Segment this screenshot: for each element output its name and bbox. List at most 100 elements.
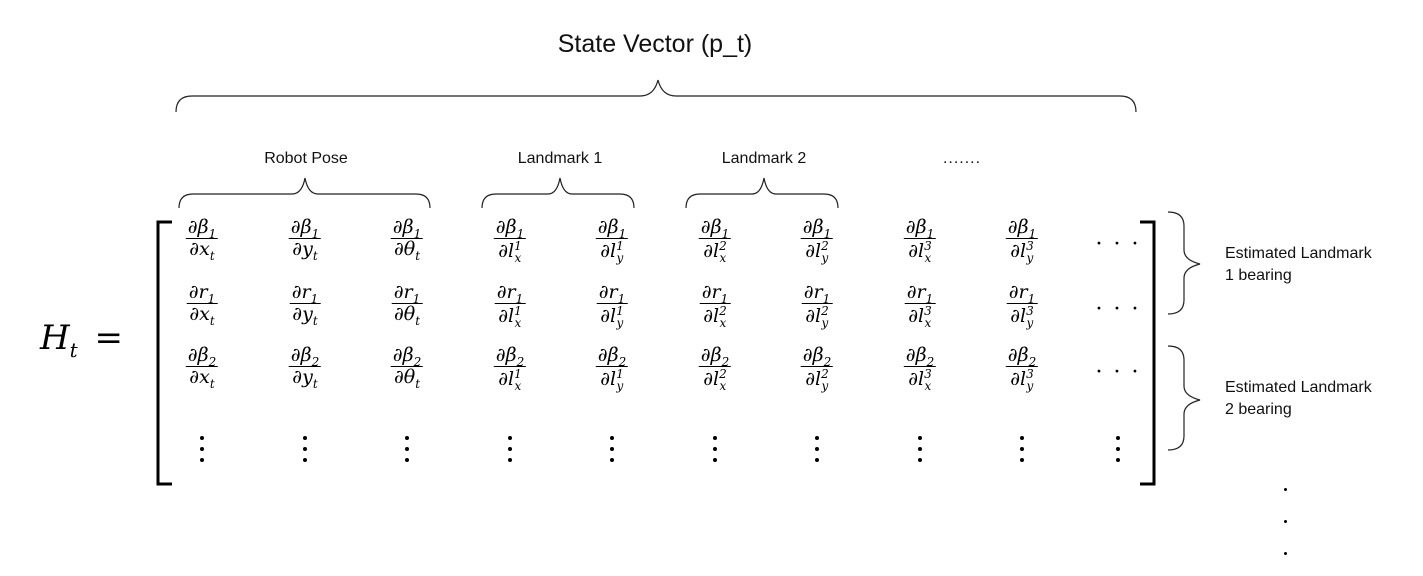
landmark-1-bearing-line1: Estimated Landmark bbox=[1225, 245, 1372, 262]
numerator: ∂r1 bbox=[803, 281, 831, 306]
partial-derivative: ∂β2 ∂l 1 y bbox=[595, 346, 629, 392]
denominator-superscript: 2 bbox=[821, 367, 829, 381]
denominator-superscript: 3 bbox=[924, 239, 932, 253]
matrix-entry: ∂β2 ∂l 3 x bbox=[903, 346, 937, 393]
numerator: ∂β1 bbox=[187, 216, 217, 241]
denominator-superscript: 1 bbox=[616, 304, 624, 318]
partial-derivative: ∂β1 ∂l 1 y bbox=[595, 218, 629, 264]
denominator-superscript: 3 bbox=[1026, 304, 1034, 318]
denominator-superscript: 3 bbox=[1026, 367, 1034, 381]
numerator-subscript: 1 bbox=[926, 226, 935, 241]
denominator-superscript: 3 bbox=[1026, 239, 1034, 253]
numerator: ∂r1 bbox=[496, 281, 524, 306]
fraction-bar bbox=[801, 303, 833, 304]
landmark-2-label: Landmark 2 bbox=[721, 150, 807, 167]
fraction-bar bbox=[699, 303, 731, 304]
continuation-dot bbox=[1284, 552, 1287, 555]
denominator: ∂l 2 y bbox=[805, 304, 829, 330]
column-continuation-dots bbox=[303, 436, 307, 469]
denominator: ∂l 1 x bbox=[498, 239, 522, 265]
partial-derivative: ∂β1 ∂l 1 x bbox=[493, 218, 527, 265]
denominator: ∂θt bbox=[393, 238, 421, 263]
continuation-dot bbox=[1284, 488, 1287, 491]
denominator-subscript: x bbox=[514, 379, 522, 393]
matrix-entry: ∂β1 ∂l 3 y bbox=[1005, 216, 1039, 265]
column-continuation-dots bbox=[610, 436, 614, 469]
numerator-subscript: 2 bbox=[823, 354, 832, 369]
denominator: ∂l 3 x bbox=[908, 367, 932, 393]
fraction-bar bbox=[595, 366, 629, 367]
fraction-bar bbox=[903, 238, 937, 239]
partial-derivative: ∂β1 ∂θt bbox=[390, 218, 424, 263]
denominator-subscript: t bbox=[312, 376, 318, 391]
fraction-bar bbox=[186, 303, 218, 304]
denominator: ∂l 2 x bbox=[703, 304, 727, 330]
row-continuation-dots: · · · bbox=[1095, 360, 1141, 385]
fraction-bar bbox=[698, 366, 732, 367]
matrix-entry: ∂β2 ∂l 2 x bbox=[698, 346, 732, 393]
landmark-2-bearing-line1: Estimated Landmark bbox=[1225, 379, 1372, 396]
matrix-right-bracket bbox=[1140, 220, 1156, 486]
matrix-left-bracket bbox=[156, 220, 172, 486]
fraction-bar bbox=[288, 238, 322, 239]
denominator: ∂l 1 y bbox=[600, 304, 624, 330]
numerator-subscript: 1 bbox=[617, 291, 626, 306]
denominator-subscript: y bbox=[616, 379, 624, 393]
denominator: ∂l 3 y bbox=[1010, 304, 1034, 330]
row-continuation-dots: · · · bbox=[1095, 297, 1141, 322]
matrix-entry: ∂r1 ∂l 3 x bbox=[904, 283, 936, 329]
numerator-subscript: 1 bbox=[618, 226, 627, 241]
matrix-entry: ∂β2 ∂θt bbox=[390, 346, 424, 390]
denominator-superscript: 2 bbox=[719, 304, 727, 318]
numerator: ∂β1 bbox=[905, 216, 935, 241]
row-continuation-dots: · · · bbox=[1095, 232, 1141, 257]
numerator: ∂β2 bbox=[1007, 344, 1037, 369]
column-continuation-dots bbox=[713, 436, 717, 469]
denominator-subscript: t bbox=[312, 248, 318, 263]
numerator-subscript: 1 bbox=[310, 291, 319, 306]
denominator-superscript: 2 bbox=[821, 239, 829, 253]
partial-derivative: ∂β2 ∂xt bbox=[185, 346, 219, 390]
numerator-subscript: 1 bbox=[720, 291, 729, 306]
numerator-subscript: 1 bbox=[413, 226, 422, 241]
partial-derivative: ∂β2 ∂l 3 x bbox=[903, 346, 937, 393]
partial-derivative: ∂β2 ∂yt bbox=[288, 346, 322, 390]
column-continuation-dots bbox=[918, 436, 922, 469]
denominator-subscript: y bbox=[821, 316, 829, 330]
matrix-entry: ∂β2 ∂l 1 y bbox=[595, 346, 629, 392]
landmark-1-label: Landmark 1 bbox=[517, 150, 603, 167]
jacobian-symbol: H bbox=[40, 318, 70, 358]
matrix-entry: ∂β2 ∂xt bbox=[185, 346, 219, 390]
denominator-subscript: x bbox=[719, 379, 727, 393]
landmark-1-bearing-brace bbox=[1167, 211, 1201, 315]
landmark-1-bearing-label: Estimated Landmark 1 bearing bbox=[1225, 243, 1372, 287]
partial-derivative: ∂r1 ∂θt bbox=[391, 283, 423, 327]
numerator: ∂β1 bbox=[290, 216, 320, 241]
fraction-bar bbox=[903, 366, 937, 367]
denominator: ∂l 3 y bbox=[1010, 239, 1034, 265]
fraction-bar bbox=[595, 238, 629, 239]
partial-derivative: ∂β1 ∂yt bbox=[288, 216, 322, 262]
fraction-bar bbox=[904, 303, 936, 304]
state-vector-title: State Vector (p_t) bbox=[557, 30, 753, 58]
more-landmarks-ellipsis: ....... bbox=[942, 150, 982, 167]
partial-derivative: ∂β1 ∂xt bbox=[185, 216, 219, 262]
denominator-superscript: 2 bbox=[821, 304, 829, 318]
numerator: ∂β1 bbox=[1007, 216, 1037, 241]
fraction-bar bbox=[1006, 303, 1038, 304]
denominator-subscript: y bbox=[1026, 316, 1034, 330]
landmark-2-bearing-label: Estimated Landmark 2 bearing bbox=[1225, 377, 1372, 421]
matrix-entry: ∂r1 ∂θt bbox=[391, 283, 423, 327]
matrix-entry: ∂r1 ∂l 2 y bbox=[801, 281, 833, 330]
numerator-subscript: 2 bbox=[413, 354, 422, 369]
